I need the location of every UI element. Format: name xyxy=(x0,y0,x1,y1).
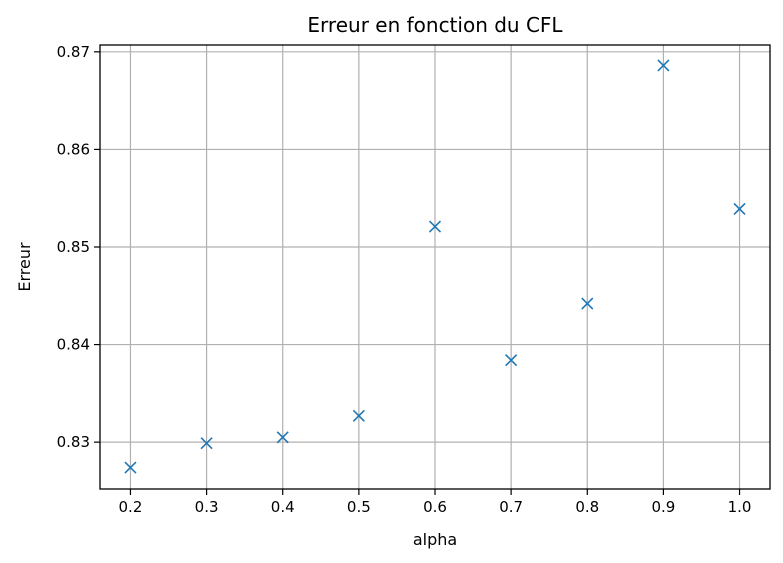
data-points xyxy=(124,59,746,474)
x-tick-label: 0.6 xyxy=(423,498,447,516)
data-point xyxy=(733,202,746,216)
data-point xyxy=(581,297,594,310)
y-tick-label: 0.83 xyxy=(57,433,90,451)
chart-title: Erreur en fonction du CFL xyxy=(307,13,563,37)
x-axis-label: alpha xyxy=(413,530,457,549)
grid xyxy=(100,45,770,489)
y-tick-label: 0.85 xyxy=(57,238,90,256)
axis-ticks: 0.2 0.3 0.4 0.5 0.6 0.7 0.8 0.9 1.0 0.83 0.84 0.85 0… xyxy=(57,43,752,516)
y-tick-label: 0.84 xyxy=(57,336,90,354)
data-point xyxy=(428,220,442,233)
y-tick-label: 0.87 xyxy=(57,43,90,61)
y-tick-label: 0.86 xyxy=(57,140,90,158)
x-tick-label: 0.2 xyxy=(119,498,143,516)
x-tick-label: 0.7 xyxy=(499,498,523,516)
x-tick-label: 0.5 xyxy=(347,498,371,516)
x-tick-label: 0.4 xyxy=(271,498,295,516)
data-point xyxy=(657,59,670,72)
x-tick-label: 0.3 xyxy=(195,498,219,516)
data-point xyxy=(200,437,213,450)
data-point xyxy=(124,461,137,474)
plot-frame xyxy=(99,44,771,490)
data-point xyxy=(276,431,289,444)
data-point xyxy=(505,354,518,367)
data-point xyxy=(352,409,365,422)
x-tick-label: 1.0 xyxy=(728,498,752,516)
x-tick-label: 0.8 xyxy=(575,498,599,516)
x-tick-label: 0.9 xyxy=(651,498,675,516)
y-axis-label: Erreur xyxy=(15,242,34,292)
